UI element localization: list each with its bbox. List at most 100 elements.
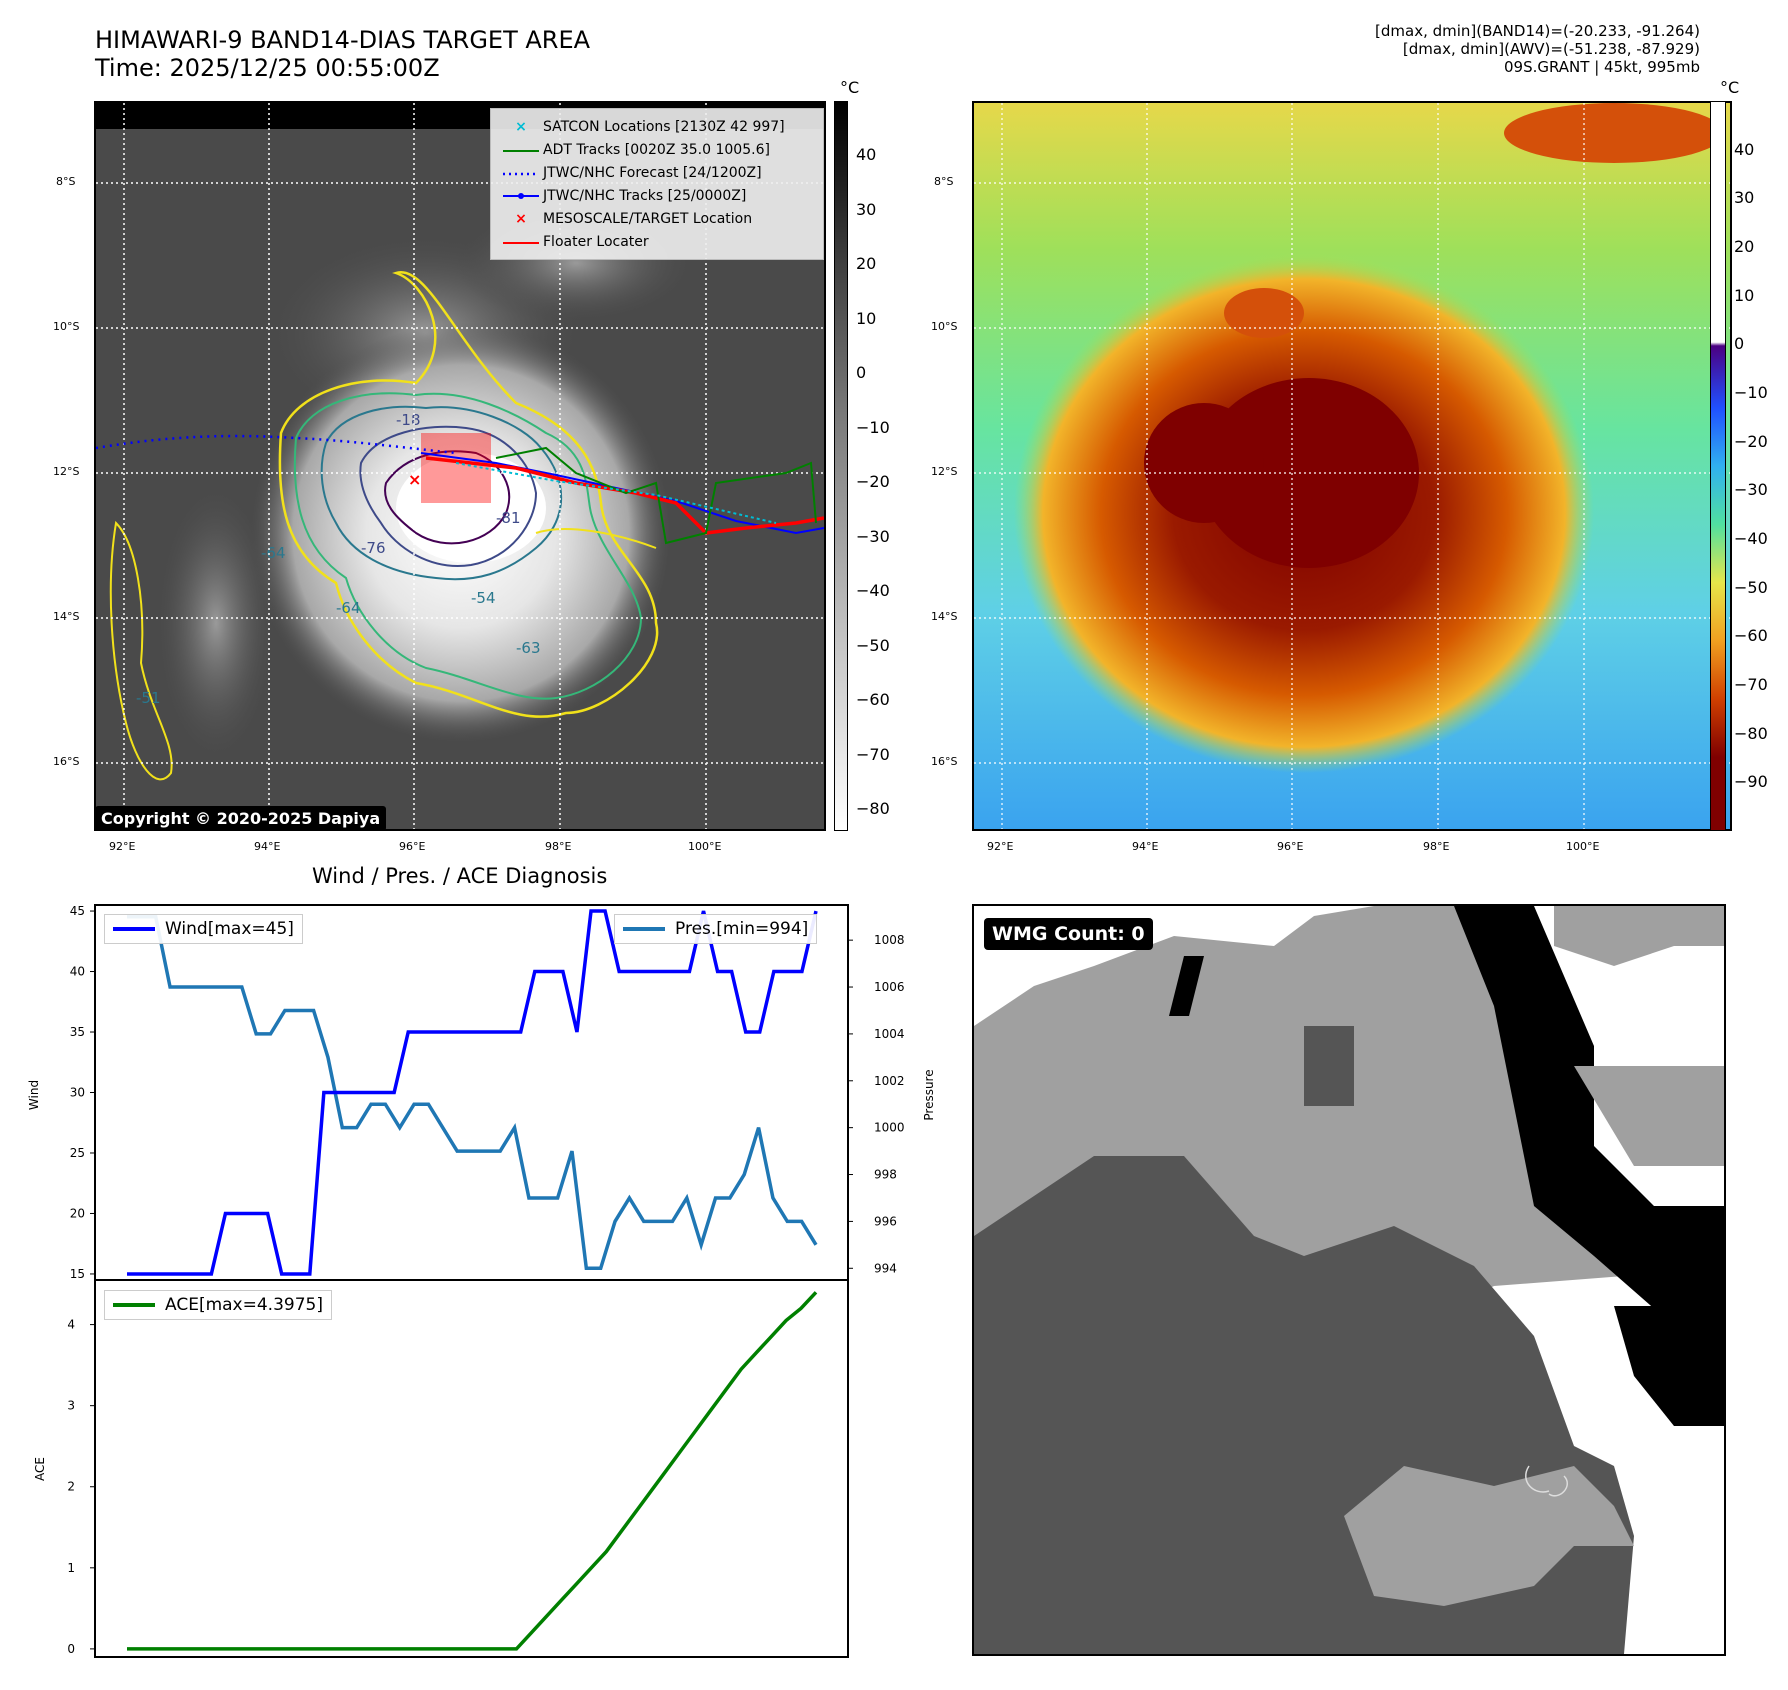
- colorbar-tick-label: −60: [1734, 626, 1768, 646]
- wind-tick-label: 35: [70, 1025, 85, 1039]
- line-icon: [503, 241, 539, 244]
- colorbar-tick-label: −10: [1734, 383, 1768, 402]
- pressure-tick-label: 1000: [874, 1121, 905, 1135]
- awv-graticule: [974, 103, 1730, 829]
- legend-item-jtwc: JTWC/NHC Tracks [25/0000Z]: [499, 184, 815, 207]
- line-icon: [503, 149, 539, 152]
- contour-green: [293, 392, 643, 700]
- colorbar-tick-label: −20: [1734, 431, 1768, 451]
- awv-map-panel: [972, 101, 1732, 831]
- colorbar-tick-label: 20: [856, 254, 877, 274]
- copyright-label: Copyright © 2020-2025 Dapiya: [95, 806, 387, 831]
- dotted-line-icon: [503, 172, 539, 175]
- wind-axis-label: Wind: [27, 1079, 41, 1111]
- colorbar-tick-label: −40: [1734, 529, 1768, 548]
- floater-track: [425, 456, 824, 535]
- wind-series-line: [127, 909, 818, 1276]
- title-line-1: HIMAWARI-9 BAND14-DIAS TARGET AREA: [95, 26, 591, 54]
- lat-label: 14°S: [53, 610, 80, 623]
- contour-label: -76: [361, 539, 386, 557]
- colorbar-tick-label: −80: [856, 799, 890, 819]
- ace-axis-label: ACE: [33, 1457, 47, 1481]
- colorbar-tick-label: 0: [856, 363, 867, 383]
- pressure-legend: Pres.[min=994]: [614, 914, 818, 944]
- line-dot-icon: [503, 192, 539, 199]
- pressure-tick-label: 1004: [874, 1027, 905, 1041]
- colorbar-tick-label: 30: [1734, 188, 1755, 208]
- lon-label: 92°E: [987, 840, 1014, 853]
- lat-label: 12°S: [931, 465, 958, 478]
- target-marker: ×: [408, 470, 421, 489]
- ace-legend: ACE[max=4.3975]: [104, 1290, 332, 1320]
- legend-item-mesoscale: × MESOSCALE/TARGET Location: [499, 207, 815, 230]
- lon-label: 94°E: [254, 840, 281, 853]
- wind-tick-label: 15: [70, 1267, 85, 1281]
- ace-tick-label: 0: [67, 1642, 75, 1656]
- colorbar-tick-label: −60: [856, 690, 890, 710]
- pressure-tick-label: 1002: [874, 1074, 905, 1088]
- colorbar-tick-label: −50: [1734, 577, 1768, 597]
- wind-tick-label: 45: [70, 904, 85, 918]
- lat-label: 10°S: [53, 320, 80, 333]
- line-icon: [113, 1303, 155, 1307]
- wmg-panel: [972, 904, 1726, 1656]
- contour-band-west: [109, 520, 173, 781]
- figure-title: HIMAWARI-9 BAND14-DIAS TARGET AREA Time:…: [95, 26, 590, 82]
- wmg-black-2: [1614, 1306, 1724, 1426]
- lat-label: 10°S: [931, 320, 958, 333]
- colorbar-tick-label: −20: [856, 472, 890, 492]
- wind-tick-label: 20: [70, 1206, 85, 1220]
- colorbar-right: [1710, 101, 1726, 831]
- lon-label: 98°E: [1423, 840, 1450, 853]
- ace-tick-label: 3: [67, 1399, 75, 1413]
- colorbar-tick-label: −30: [856, 526, 890, 546]
- colorbar-tick-label: 30: [856, 199, 877, 219]
- lon-label: 94°E: [1132, 840, 1159, 853]
- pressure-tick-label: 996: [874, 1214, 897, 1228]
- colorbar-tick-label: −40: [856, 581, 890, 601]
- ace-plot-frame: [94, 1279, 849, 1658]
- map-legend: × SATCON Locations [2130Z 42 997] ADT Tra…: [490, 108, 824, 260]
- colorbar-left: [834, 101, 848, 831]
- ir-map: -18 -64 -76 -81 -54 -64 -51 -63 ×: [96, 103, 824, 829]
- contour-east: [535, 528, 657, 549]
- cirrus-area-3: [156, 483, 276, 763]
- wmg-gray-lower: [1344, 1466, 1634, 1606]
- lon-label: 96°E: [1277, 840, 1304, 853]
- colorbar-tick-label: −70: [856, 744, 890, 764]
- awv-ne-cell: [1504, 103, 1724, 163]
- title-line-2: Time: 2025/12/25 00:55:00Z: [95, 54, 440, 82]
- wmg-map: [974, 906, 1724, 1654]
- colorbar-tick-label: 20: [1734, 237, 1755, 256]
- colorbar-tick-label: 40: [856, 145, 877, 165]
- colorbar-tick-label: 40: [1734, 139, 1755, 159]
- lat-label: 16°S: [53, 755, 80, 768]
- wmg-gray-e: [1574, 1066, 1724, 1166]
- legend-item-forecast: JTWC/NHC Forecast [24/1200Z]: [499, 161, 815, 184]
- target-box: [421, 433, 491, 503]
- pressure-tick-label: 998: [874, 1168, 897, 1182]
- wind-tick-label: 25: [70, 1146, 85, 1160]
- contour-label: -81: [496, 509, 521, 527]
- wind-tick-label: 30: [70, 1086, 85, 1100]
- wmg-contour: [1525, 1465, 1569, 1497]
- contour-purple: [384, 450, 511, 545]
- x-marker-icon: ×: [515, 210, 527, 227]
- lat-label: 14°S: [931, 610, 958, 623]
- wmg-count-badge: WMG Count: 0: [984, 918, 1153, 950]
- contour-yellow: [278, 270, 659, 718]
- awv-map: [974, 103, 1730, 829]
- lat-label: 12°S: [53, 465, 80, 478]
- legend-item-adt: ADT Tracks [0020Z 35.0 1005.6]: [499, 138, 815, 161]
- adt-track: [495, 446, 817, 545]
- wind-plot-frame: [94, 904, 849, 1281]
- wmg-gray-ne: [1554, 906, 1724, 966]
- line-icon: [623, 927, 665, 931]
- pressure-tick-label: 1008: [874, 933, 905, 947]
- colorbar-unit: °C: [1720, 78, 1740, 97]
- satcon-locations: [455, 462, 777, 524]
- wmg-black-1: [1454, 906, 1724, 1326]
- info-line-2: [dmax, dmin](AWV)=(-51.238, -87.929): [1402, 40, 1700, 58]
- contour-teal: [320, 405, 562, 581]
- lon-label: 100°E: [688, 840, 722, 853]
